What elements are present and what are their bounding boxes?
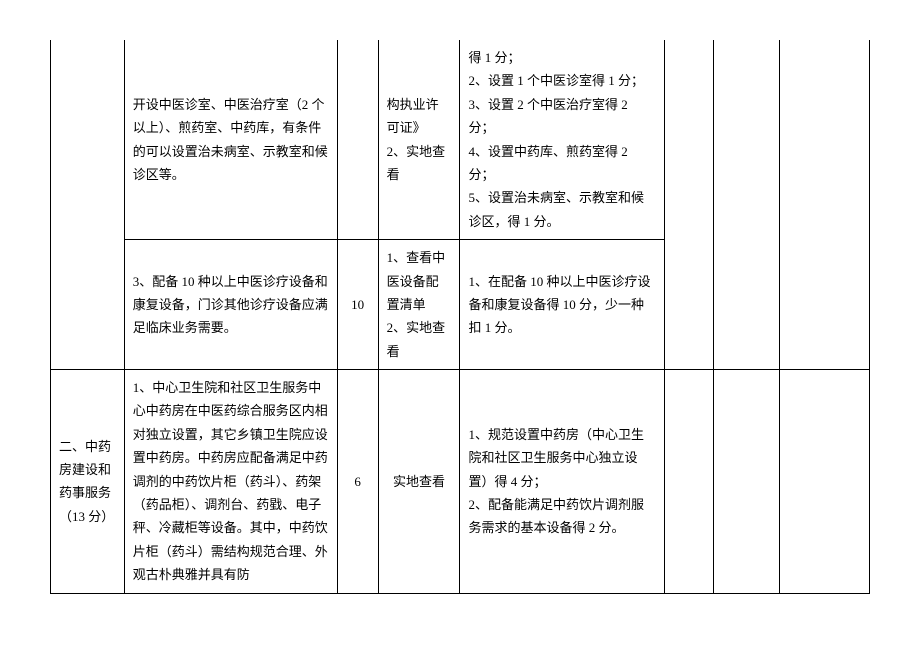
cell-category xyxy=(51,40,125,370)
cell-criteria: 3、配备 10 种以上中医诊疗设备和康复设备，门诊其他诊疗设备应满足临床业务需要… xyxy=(124,240,337,370)
cell-method: 实地查看 xyxy=(378,370,460,594)
evaluation-table: 开设中医诊室、中医治疗室（2 个以上）、煎药室、中药库，有条件的可以设置治未病室… xyxy=(50,40,870,594)
cell-method: 构执业许可证》2、实地查看 xyxy=(378,40,460,240)
cell-empty xyxy=(665,40,714,370)
cell-standard: 1、在配备 10 种以上中医诊疗设备和康复设备得 10 分，少一种扣 1 分。 xyxy=(460,240,665,370)
cell-score: 10 xyxy=(337,240,378,370)
cell-score: 6 xyxy=(337,370,378,594)
cell-standard: 得 1 分；2、设置 1 个中医诊室得 1 分；3、设置 2 个中医治疗室得 2… xyxy=(460,40,665,240)
cell-criteria: 1、中心卫生院和社区卫生服务中心中药房在中医药综合服务区内相对独立设置，其它乡镇… xyxy=(124,370,337,594)
cell-empty xyxy=(779,40,869,370)
table-row: 二、中药房建设和药事服务（13 分） 1、中心卫生院和社区卫生服务中心中药房在中… xyxy=(51,370,870,594)
cell-empty xyxy=(714,370,780,594)
cell-empty xyxy=(779,370,869,594)
cell-method: 1、查看中医设备配置清单2、实地查看 xyxy=(378,240,460,370)
cell-empty xyxy=(665,370,714,594)
cell-empty xyxy=(714,40,780,370)
cell-standard: 1、规范设置中药房（中心卫生院和社区卫生服务中心独立设置）得 4 分；2、配备能… xyxy=(460,370,665,594)
cell-category: 二、中药房建设和药事服务（13 分） xyxy=(51,370,125,594)
table-row: 开设中医诊室、中医治疗室（2 个以上）、煎药室、中药库，有条件的可以设置治未病室… xyxy=(51,40,870,240)
cell-score xyxy=(337,40,378,240)
cell-criteria: 开设中医诊室、中医治疗室（2 个以上）、煎药室、中药库，有条件的可以设置治未病室… xyxy=(124,40,337,240)
